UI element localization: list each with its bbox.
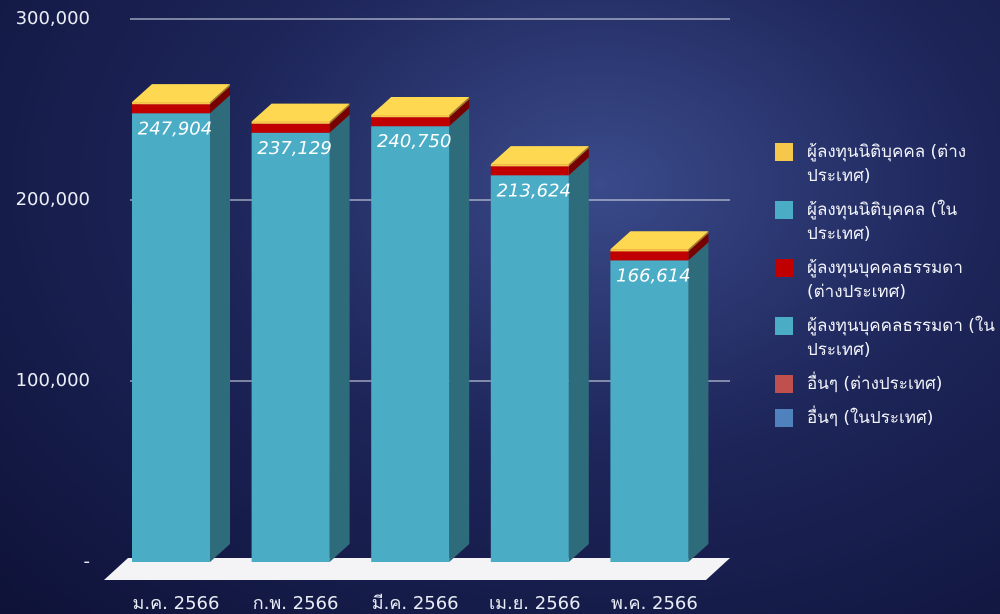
data-label: 213,624 [497, 180, 571, 201]
legend: ผู้ลงทุนนิติบุคคล (ต่างประเทศ) ผู้ลงทุนนิ… [775, 140, 1000, 440]
legend-item: ผู้ลงทุนนิติบุคคล (ต่างประเทศ) [775, 140, 1000, 188]
y-tick-label: 200,000 [16, 189, 90, 210]
bar [371, 126, 449, 562]
x-tick-label: เม.ย. 2566 [489, 593, 581, 614]
legend-swatch [775, 259, 793, 277]
y-tick-label: 100,000 [16, 370, 90, 391]
bar [132, 102, 210, 104]
bar [371, 117, 449, 126]
data-label: 166,614 [616, 265, 690, 286]
bar [371, 115, 449, 117]
bar-segment [132, 95, 230, 562]
legend-label: อื่นๆ (ในประเทศ) [807, 406, 997, 430]
bar-side [210, 95, 230, 562]
y-tick-label: 300,000 [16, 8, 90, 29]
bar [491, 166, 569, 175]
bar [252, 133, 330, 562]
legend-item: อื่นๆ (ต่างประเทศ) [775, 372, 1000, 396]
x-tick-label: มี.ค. 2566 [372, 593, 459, 614]
legend-label: ผู้ลงทุนนิติบุคคล (ต่างประเทศ) [807, 140, 997, 188]
bar [252, 122, 330, 124]
legend-label: ผู้ลงทุนบุคคลธรรมดา (ต่างประเทศ) [807, 256, 997, 304]
bar-side [688, 242, 708, 562]
bar-side [330, 115, 350, 562]
bar [132, 104, 210, 113]
bar-segment [610, 242, 708, 562]
x-tick-label: ก.พ. 2566 [253, 593, 339, 614]
bar [132, 113, 210, 562]
legend-item: ผู้ลงทุนนิติบุคคล (ในประเทศ) [775, 198, 1000, 246]
legend-label: อื่นๆ (ต่างประเทศ) [807, 372, 997, 396]
bar-side [569, 157, 589, 562]
legend-swatch [775, 201, 793, 219]
y-tick-label: - [84, 551, 91, 572]
legend-label: ผู้ลงทุนบุคคลธรรมดา (ในประเทศ) [807, 314, 997, 362]
bar [252, 124, 330, 133]
legend-swatch [775, 375, 793, 393]
bar [610, 249, 688, 251]
page: {"chart_data": {"type": "bar3d-stacked",… [0, 0, 1000, 614]
legend-swatch [775, 143, 793, 161]
x-tick-label: ม.ค. 2566 [133, 593, 220, 614]
bar [610, 251, 688, 260]
data-label: 240,750 [377, 131, 451, 152]
bar-side [449, 108, 469, 562]
bar [491, 175, 569, 562]
legend-item: อื่นๆ (ในประเทศ) [775, 406, 1000, 430]
legend-swatch [775, 409, 793, 427]
bar-segment [252, 115, 350, 562]
bar [491, 164, 569, 166]
legend-item: ผู้ลงทุนบุคคลธรรมดา (ในประเทศ) [775, 314, 1000, 362]
bar [610, 260, 688, 562]
data-label: 247,904 [138, 118, 212, 139]
legend-label: ผู้ลงทุนนิติบุคคล (ในประเทศ) [807, 198, 997, 246]
legend-item: ผู้ลงทุนบุคคลธรรมดา (ต่างประเทศ) [775, 256, 1000, 304]
bar-segment [491, 157, 589, 562]
data-label: 237,129 [257, 138, 331, 159]
bar-segment [371, 108, 469, 562]
legend-swatch [775, 317, 793, 335]
x-tick-label: พ.ค. 2566 [611, 593, 698, 614]
